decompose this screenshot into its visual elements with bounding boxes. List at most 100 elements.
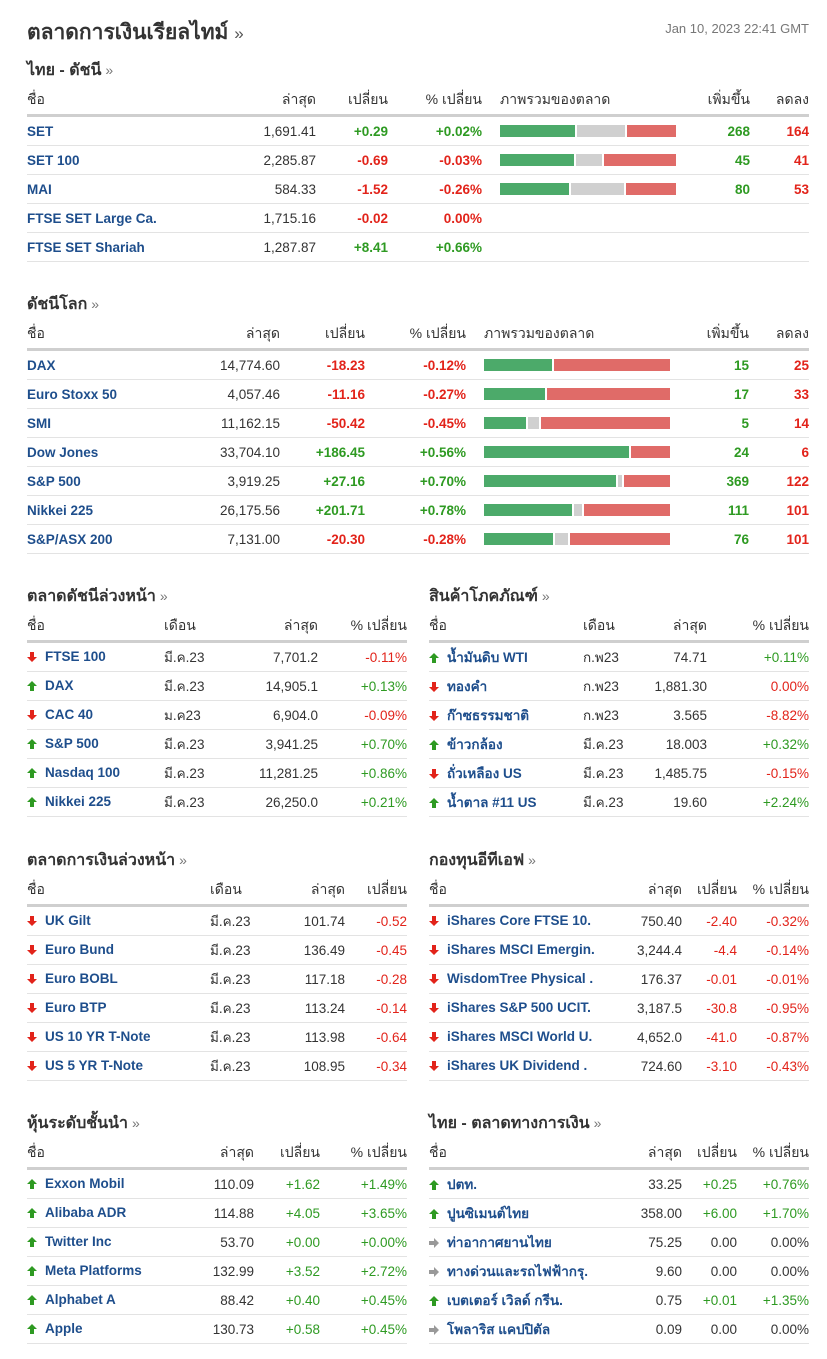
instrument-link[interactable]: Exxon Mobil xyxy=(45,1176,125,1192)
table-row[interactable]: Euro BOBL มี.ค.23 117.18 -0.28 xyxy=(27,964,407,994)
column-header-advancers[interactable]: เพิ่มขึ้น xyxy=(676,86,750,117)
column-header-change[interactable]: เปลี่ยน xyxy=(254,1139,320,1170)
column-header-bar[interactable]: ภาพรวมของตลาด xyxy=(466,320,670,351)
table-row[interactable]: ท่าอากาศยานไทย 75.25 0.00 0.00% xyxy=(429,1227,809,1257)
instrument-name[interactable]: น้ำมันดิบ WTI xyxy=(429,641,583,672)
instrument-name[interactable]: iShares S&P 500 UCIT. xyxy=(429,993,629,1023)
commodities-title[interactable]: สินค้าโภคภัณฑ์» xyxy=(429,586,809,612)
instrument-link[interactable]: ทองคำ xyxy=(447,679,488,694)
column-header-change[interactable]: เปลี่ยน xyxy=(280,320,365,351)
more-link[interactable]: » xyxy=(541,588,550,604)
instrument-name[interactable]: ก๊าซธรรมชาติ xyxy=(429,700,583,730)
section-title-text[interactable]: หุ้นระดับชั้นนำ xyxy=(27,1115,128,1132)
instrument-name[interactable]: SET xyxy=(27,115,200,146)
table-row[interactable]: DAX มี.ค.23 14,905.1 +0.13% xyxy=(27,671,407,701)
column-header-pct[interactable]: % เปลี่ยน xyxy=(318,612,407,643)
table-row[interactable]: ทองคำ ก.พ23 1,881.30 0.00% xyxy=(429,671,809,701)
thai-indices-title[interactable]: ไทย - ดัชนี» xyxy=(27,60,809,86)
instrument-name[interactable]: S&P/ASX 200 xyxy=(27,524,177,554)
instrument-link[interactable]: Meta Platforms xyxy=(45,1263,142,1279)
instrument-link[interactable]: SMI xyxy=(27,415,52,431)
table-row[interactable]: ปูนซิเมนต์ไทย 358.00 +6.00 +1.70% xyxy=(429,1198,809,1228)
instrument-name[interactable]: Alibaba ADR xyxy=(27,1198,197,1228)
instrument-name[interactable]: iShares UK Dividend . xyxy=(429,1051,629,1081)
more-link[interactable]: » xyxy=(131,1115,140,1131)
column-header-bar[interactable]: ภาพรวมของตลาด xyxy=(482,86,676,117)
table-row[interactable]: Apple 130.73 +0.58 +0.45% xyxy=(27,1314,407,1344)
instrument-link[interactable]: น้ำตาล #11 US xyxy=(447,795,537,810)
column-header-decliners[interactable]: ลดลง xyxy=(750,86,809,117)
table-row[interactable]: Nikkei 225 26,175.56 +201.71 +0.78% 111 101 xyxy=(27,495,809,525)
table-row[interactable]: iShares MSCI Emergin. 3,244.4 -4.4 -0.14% xyxy=(429,935,809,965)
instrument-link[interactable]: ข้าวกล้อง xyxy=(447,737,503,752)
table-row[interactable]: ปตท. 33.25 +0.25 +0.76% xyxy=(429,1168,809,1199)
more-link[interactable]: » xyxy=(91,296,100,312)
table-row[interactable]: iShares UK Dividend . 724.60 -3.10 -0.43% xyxy=(429,1051,809,1081)
table-row[interactable]: S&P/ASX 200 7,131.00 -20.30 -0.28% 76 101 xyxy=(27,524,809,554)
column-header-month[interactable]: เดือน xyxy=(210,876,290,907)
column-header-last[interactable]: ล่าสุด xyxy=(197,1139,254,1170)
table-row[interactable]: Euro Stoxx 50 4,057.46 -11.16 -0.27% 17 33 xyxy=(27,379,809,409)
table-row[interactable]: น้ำมันดิบ WTI ก.พ23 74.71 +0.11% xyxy=(429,641,809,672)
table-row[interactable]: CAC 40 ม.ค23 6,904.0 -0.09% xyxy=(27,700,407,730)
table-row[interactable]: FTSE 100 มี.ค.23 7,701.2 -0.11% xyxy=(27,641,407,672)
table-row[interactable]: MAI 584.33 -1.52 -0.26% 80 53 xyxy=(27,174,809,204)
instrument-link[interactable]: FTSE SET Shariah xyxy=(27,239,145,255)
instrument-name[interactable]: WisdomTree Physical . xyxy=(429,964,629,994)
more-link[interactable]: » xyxy=(105,62,114,78)
table-row[interactable]: Dow Jones 33,704.10 +186.45 +0.56% 24 6 xyxy=(27,437,809,467)
instrument-link[interactable]: WisdomTree Physical . xyxy=(447,971,594,987)
instrument-name[interactable]: CAC 40 xyxy=(27,700,164,730)
instrument-name[interactable]: Nikkei 225 xyxy=(27,495,177,525)
instrument-name[interactable]: iShares MSCI World U. xyxy=(429,1022,629,1052)
table-row[interactable]: SET 1,691.41 +0.29 +0.02% 268 164 xyxy=(27,115,809,146)
table-row[interactable]: ข้าวกล้อง มี.ค.23 18.003 +0.32% xyxy=(429,729,809,759)
instrument-name[interactable]: ปตท. xyxy=(429,1168,629,1199)
instrument-link[interactable]: FTSE 100 xyxy=(45,649,106,665)
instrument-name[interactable]: Apple xyxy=(27,1314,197,1344)
instrument-link[interactable]: ท่าอากาศยานไทย xyxy=(447,1235,552,1250)
instrument-name[interactable]: FTSE 100 xyxy=(27,641,164,672)
table-row[interactable]: SMI 11,162.15 -50.42 -0.45% 5 14 xyxy=(27,408,809,438)
table-row[interactable]: Meta Platforms 132.99 +3.52 +2.72% xyxy=(27,1256,407,1286)
instrument-link[interactable]: Nikkei 225 xyxy=(45,794,112,810)
page-title[interactable]: ตลาดการเงินเรียลไทม์ » xyxy=(27,16,244,49)
instrument-link[interactable]: น้ำมันดิบ WTI xyxy=(447,650,528,665)
instrument-name[interactable]: ท่าอากาศยานไทย xyxy=(429,1227,629,1257)
instrument-name[interactable]: ถั่วเหลือง US xyxy=(429,758,583,788)
table-row[interactable]: US 10 YR T-Note มี.ค.23 113.98 -0.64 xyxy=(27,1022,407,1052)
instrument-name[interactable]: UK Gilt xyxy=(27,905,210,936)
table-row[interactable]: Euro BTP มี.ค.23 113.24 -0.14 xyxy=(27,993,407,1023)
instrument-name[interactable]: น้ำตาล #11 US xyxy=(429,787,583,817)
instrument-name[interactable]: Alphabet A xyxy=(27,1285,197,1315)
instrument-link[interactable]: iShares Core FTSE 10. xyxy=(447,913,592,929)
instrument-link[interactable]: ถั่วเหลือง US xyxy=(447,766,522,781)
column-header-name[interactable]: ชื่อ xyxy=(27,1139,197,1170)
table-row[interactable]: Euro Bund มี.ค.23 136.49 -0.45 xyxy=(27,935,407,965)
instrument-link[interactable]: Nasdaq 100 xyxy=(45,765,121,781)
instrument-name[interactable]: Twitter Inc xyxy=(27,1227,197,1257)
instrument-link[interactable]: iShares UK Dividend . xyxy=(447,1058,588,1074)
column-header-name[interactable]: ชื่อ xyxy=(27,876,210,907)
more-link[interactable]: » xyxy=(179,852,187,868)
instrument-link[interactable]: Apple xyxy=(45,1321,83,1337)
instrument-name[interactable]: S&P 500 xyxy=(27,729,164,759)
instrument-link[interactable]: DAX xyxy=(45,678,74,694)
column-header-last[interactable]: ล่าสุด xyxy=(200,86,316,117)
table-row[interactable]: เบตเตอร์ เวิลด์ กรีน. 0.75 +0.01 +1.35% xyxy=(429,1285,809,1315)
table-row[interactable]: FTSE SET Large Ca. 1,715.16 -0.02 0.00% xyxy=(27,203,809,233)
instrument-link[interactable]: Alphabet A xyxy=(45,1292,116,1308)
column-header-name[interactable]: ชื่อ xyxy=(27,612,164,643)
section-title-text[interactable]: ไทย - ตลาดทางการเงิน xyxy=(429,1115,590,1132)
section-title-text[interactable]: สินค้าโภคภัณฑ์ xyxy=(429,588,538,605)
instrument-name[interactable]: FTSE SET Shariah xyxy=(27,232,200,262)
column-header-change[interactable]: เปลี่ยน xyxy=(316,86,388,117)
section-title-text[interactable]: กองทุนอีทีเอฟ xyxy=(429,852,525,869)
instrument-link[interactable]: US 10 YR T-Note xyxy=(45,1029,151,1045)
table-row[interactable]: Nasdaq 100 มี.ค.23 11,281.25 +0.86% xyxy=(27,758,407,788)
instrument-name[interactable]: Euro BOBL xyxy=(27,964,210,994)
table-row[interactable]: Alphabet A 88.42 +0.40 +0.45% xyxy=(27,1285,407,1315)
section-title-text[interactable]: ดัชนีโลก xyxy=(27,296,88,313)
table-row[interactable]: S&P 500 มี.ค.23 3,941.25 +0.70% xyxy=(27,729,407,759)
bond-futures-title[interactable]: ตลาดการเงินล่วงหน้า» xyxy=(27,850,407,876)
